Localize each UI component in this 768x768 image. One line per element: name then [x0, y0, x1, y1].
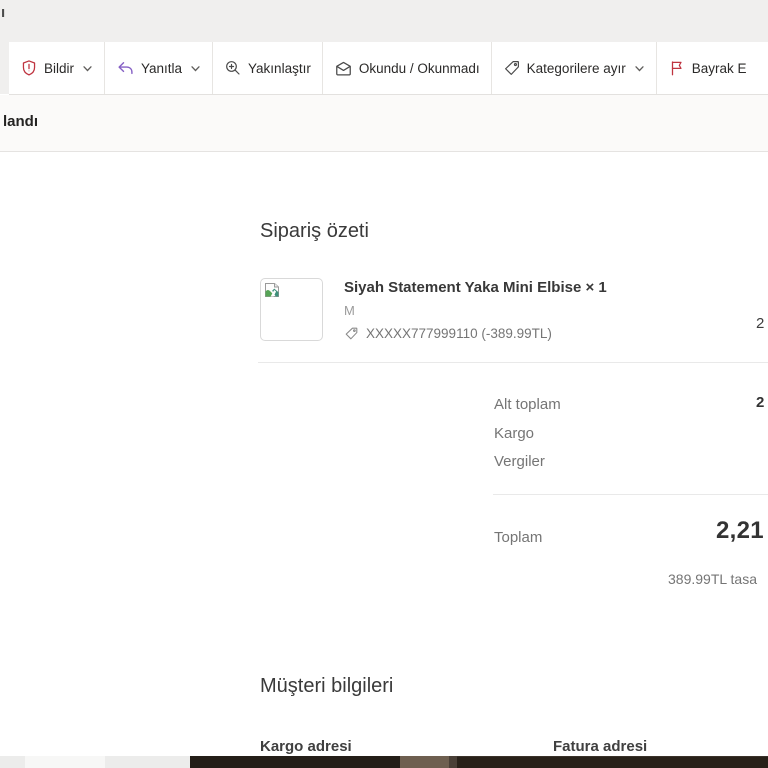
zoom-in-icon	[226, 61, 240, 75]
shield-error-icon	[22, 60, 36, 76]
flag-icon	[671, 61, 682, 76]
subtotal-label: Alt toplam	[494, 396, 561, 413]
toolbar-separator	[490, 42, 492, 94]
product-variant: M	[344, 303, 355, 318]
toolbar-separator	[212, 42, 214, 94]
toolbar-separator	[321, 42, 323, 94]
reply-icon	[118, 61, 133, 74]
report-button-label: Bildir	[44, 60, 75, 76]
order-divider	[258, 362, 768, 363]
chevron-down-icon	[190, 63, 201, 74]
billing-address-heading: Fatura adresi	[553, 738, 648, 755]
total-label: Toplam	[494, 529, 543, 546]
product-price-clipped: 2	[756, 315, 765, 332]
strip-segment	[25, 756, 105, 768]
customer-info-title: Müşteri bilgileri	[260, 675, 394, 697]
savings-text-clipped: 389.99TL tasa	[668, 571, 757, 587]
product-discount-row: XXXXX777999110 (-389.99TL)	[344, 326, 552, 341]
toolbar-separator	[104, 42, 106, 94]
totals-divider	[493, 494, 768, 495]
reply-button[interactable]: Yanıtla	[105, 42, 212, 94]
read-unread-button[interactable]: Okundu / Okunmadı	[323, 42, 491, 94]
zoom-button-label: Yakınlaştır	[248, 60, 311, 76]
email-subject: landı	[3, 113, 39, 130]
report-button[interactable]: Bildir	[9, 42, 104, 94]
discount-code-text: XXXXX777999110 (-389.99TL)	[366, 326, 552, 341]
toolbar-left-gutter	[0, 42, 9, 94]
top-band: ı	[0, 0, 768, 42]
strip-segment	[400, 756, 449, 768]
message-toolbar: Bildir Yanıtla Yakınlaştır Okundu / Okun…	[9, 42, 768, 95]
categorize-button[interactable]: Kategorilere ayır	[492, 42, 656, 94]
broken-image-icon	[265, 283, 279, 297]
flag-button[interactable]: Bayrak E	[657, 42, 758, 94]
read-unread-button-label: Okundu / Okunmadı	[358, 60, 480, 76]
product-image-placeholder	[260, 278, 323, 341]
shipping-address-heading: Kargo adresi	[260, 738, 352, 755]
chevron-down-icon	[634, 63, 645, 74]
strip-segment	[457, 756, 768, 768]
shipping-label: Kargo	[494, 425, 535, 442]
clipped-text-fragment: ı	[1, 4, 6, 21]
taxes-label: Vergiler	[494, 453, 545, 470]
strip-segment	[190, 756, 400, 768]
chevron-down-icon	[82, 63, 93, 74]
discount-tag-icon	[345, 327, 358, 340]
total-value-clipped: 2,21	[716, 517, 764, 544]
reply-button-label: Yanıtla	[141, 60, 183, 76]
strip-segment	[449, 756, 457, 768]
flag-button-label: Bayrak E	[691, 60, 747, 76]
zoom-button[interactable]: Yakınlaştır	[213, 42, 322, 94]
subject-band: landı	[0, 95, 768, 152]
subtotal-value-clipped: 2	[756, 394, 765, 411]
envelope-icon	[335, 61, 351, 75]
order-summary-title: Sipariş özeti	[260, 220, 369, 242]
product-name: Siyah Statement Yaka Mini Elbise × 1	[344, 279, 607, 296]
toolbar-separator	[655, 42, 657, 94]
categorize-button-label: Kategorilere ayır	[526, 60, 626, 76]
tag-icon	[504, 61, 519, 75]
